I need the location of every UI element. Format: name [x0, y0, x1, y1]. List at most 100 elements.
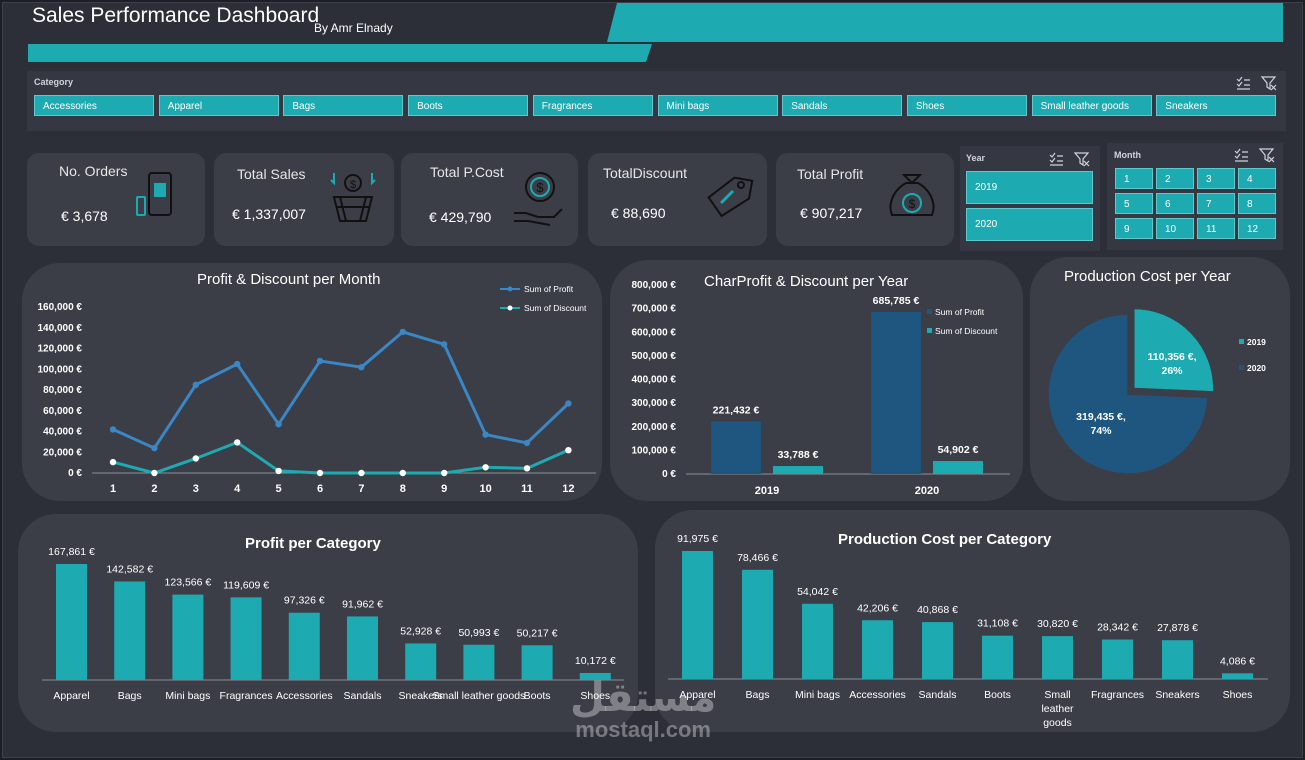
y-tick-label: 20,000 € [43, 447, 82, 458]
clear-filter-icon[interactable] [1073, 152, 1090, 167]
y-tick-label: 100,000 € [38, 364, 83, 375]
data-label: 221,432 € [713, 405, 760, 417]
data-point [234, 360, 241, 368]
legend-marker [507, 305, 513, 311]
watermark: مستقل mostaql.com [570, 678, 716, 742]
data-label: 27,878 € [1157, 622, 1198, 634]
data-point [275, 421, 282, 428]
category-chip[interactable]: Sneakers [1156, 95, 1277, 116]
category-chip[interactable]: Boots [408, 95, 529, 116]
month-chip[interactable]: 5 [1115, 193, 1153, 214]
data-label: 91,962 € [342, 598, 383, 610]
x-tick-label: 9 [441, 483, 447, 495]
svg-text:$: $ [350, 179, 356, 191]
watermark-latin: mostaql.com [575, 717, 711, 742]
data-label: 685,785 € [873, 295, 920, 307]
x-tick-label: Fragrances [220, 690, 273, 702]
x-tick-label: 6 [317, 483, 323, 495]
multi-select-icon[interactable] [1236, 76, 1250, 90]
legend-label: Sum of Profit [524, 284, 574, 294]
month-chip[interactable]: 11 [1197, 218, 1235, 239]
pie-slice [1133, 307, 1215, 393]
y-tick-label: 120,000 € [38, 344, 83, 355]
data-label: 97,326 € [284, 595, 325, 607]
y-tick-label: 0 € [68, 468, 82, 479]
clear-filter-icon[interactable] [1260, 76, 1277, 91]
data-point [192, 455, 199, 462]
x-tick-label: 10 [479, 483, 491, 495]
x-tick-label: Fragrances [1091, 689, 1144, 701]
x-tick-label: Apparel [679, 689, 715, 701]
category-chip[interactable]: Mini bags [657, 95, 778, 116]
month-chip[interactable]: 8 [1238, 193, 1276, 214]
y-tick-label: 200,000 € [632, 422, 677, 433]
legend-swatch [927, 328, 932, 333]
clear-filter-icon[interactable] [1258, 148, 1275, 163]
multi-select-icon[interactable] [1049, 152, 1063, 166]
phone-bag-icon [136, 172, 172, 216]
month-chip[interactable]: 7 [1197, 193, 1235, 214]
kpi-value: € 88,690 [611, 205, 666, 221]
money-basket-icon: $ [330, 173, 376, 222]
month-chip[interactable]: 3 [1197, 168, 1235, 189]
data-label: 74% [1090, 425, 1112, 437]
bar [56, 564, 87, 680]
bar [742, 569, 773, 679]
x-tick-label: 3 [193, 483, 199, 495]
legend-label: Sum of Discount [935, 326, 998, 336]
x-tick-label: Boots [984, 689, 1011, 701]
bar [114, 581, 146, 680]
category-chip[interactable]: Fragrances [532, 95, 653, 116]
y-tick-label: 100,000 € [632, 445, 677, 456]
category-chip[interactable]: Small leather goods [1031, 95, 1152, 116]
x-tick-label: Small leather goods [432, 690, 525, 702]
data-label: 4,086 € [1220, 655, 1255, 667]
hand-coin-icon: $ [514, 172, 563, 226]
x-tick-label: 1 [110, 483, 116, 495]
data-label: 33,788 € [778, 449, 819, 461]
kpi-card: Total P.Cost € 429,790 $ [401, 153, 578, 246]
header-decoration [28, 3, 1283, 62]
multi-select-icon[interactable] [1234, 148, 1248, 162]
data-point [151, 444, 158, 452]
category-chip[interactable]: Apparel [158, 95, 279, 116]
kpi-label: Total Profit [797, 166, 864, 182]
month-chip[interactable]: 10 [1156, 218, 1194, 239]
month-slicer-controls [1234, 148, 1275, 163]
y-tick-label: 600,000 € [632, 327, 677, 338]
category-chip[interactable]: Accessories [34, 95, 154, 116]
month-chip[interactable]: 6 [1156, 193, 1194, 214]
x-tick-label: Sandals [919, 689, 957, 701]
bar [802, 603, 833, 679]
profit-category-title: Profit per Category [245, 535, 381, 552]
month-chip[interactable]: 2 [1156, 168, 1194, 189]
month-chip[interactable]: 1 [1115, 168, 1153, 189]
y-tick-label: 0 € [662, 469, 676, 480]
legend-label: 2019 [1247, 337, 1266, 347]
monthly-chart-panel [22, 263, 602, 501]
legend-swatch [927, 309, 932, 314]
x-tick-label: 12 [562, 483, 574, 495]
data-point [316, 357, 324, 365]
data-point [482, 464, 489, 471]
bar [773, 466, 823, 474]
month-chip[interactable]: 4 [1238, 168, 1276, 189]
category-chip[interactable]: Sandals [782, 95, 903, 116]
data-label: 50,217 € [517, 627, 558, 639]
data-label: 319,435 €, [1076, 411, 1126, 423]
year-chip[interactable]: 2019 [966, 171, 1093, 204]
y-tick-label: 40,000 € [43, 427, 82, 438]
bar [871, 311, 921, 474]
x-tick-label: Accessories [276, 690, 333, 702]
kpi-card: Total Sales € 1,337,007 $ [214, 153, 394, 246]
data-point [399, 328, 406, 336]
data-point [109, 458, 117, 466]
bar [230, 597, 262, 680]
kpi-card: No. Orders € 3,678 [27, 153, 205, 246]
category-chip[interactable]: Bags [283, 95, 404, 116]
month-chip[interactable]: 12 [1238, 218, 1276, 239]
month-chip[interactable]: 9 [1115, 218, 1153, 239]
year-chip[interactable]: 2020 [966, 208, 1093, 241]
bar [982, 635, 1013, 679]
category-chip[interactable]: Shoes [906, 95, 1027, 116]
